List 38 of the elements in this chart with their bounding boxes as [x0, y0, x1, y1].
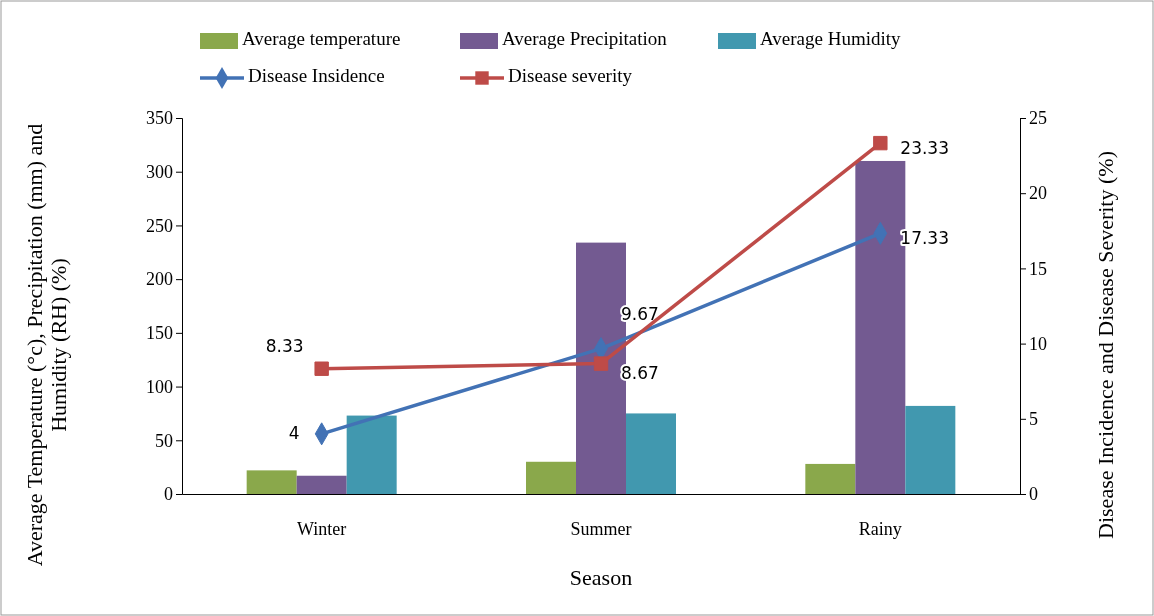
- bar: [346, 415, 397, 494]
- y2-tick-label: 20: [1029, 183, 1047, 204]
- y2-tick-label: 15: [1029, 258, 1047, 279]
- bar: [246, 470, 297, 494]
- x-axis-title: Season: [569, 565, 633, 590]
- legend-label: Disease severity: [508, 65, 633, 87]
- data-label: 4: [288, 422, 300, 443]
- point: [314, 361, 329, 376]
- y-tick-label: 350: [146, 108, 173, 129]
- y-tick-label: 50: [155, 430, 173, 451]
- bar: [905, 405, 956, 494]
- x-tick-label: Summer: [570, 518, 632, 539]
- bar: [296, 475, 347, 494]
- bar: [626, 413, 676, 494]
- y2-tick-label: 25: [1029, 108, 1047, 129]
- point: [873, 135, 888, 151]
- legend-label: Average Precipitation: [502, 28, 668, 50]
- x-tick-label: Rainy: [858, 518, 902, 539]
- y2-tick-label: 0: [1029, 484, 1038, 505]
- y2-tick-label: 5: [1029, 409, 1038, 430]
- bar: [526, 461, 576, 494]
- bar: [805, 463, 856, 494]
- data-label: 23.33: [900, 138, 950, 159]
- y-tick-label: 250: [146, 215, 173, 236]
- legend-label: Average Humidity: [760, 28, 902, 50]
- y-tick-label: 150: [146, 323, 173, 344]
- x-tick-label: Winter: [297, 518, 347, 539]
- legend-label: Disease Insidence: [248, 65, 385, 87]
- y-tick-label: 0: [164, 484, 173, 505]
- y2-tick-label: 10: [1029, 333, 1047, 354]
- legend-label: Average temperature: [242, 28, 401, 50]
- y-tick-label: 300: [146, 161, 173, 182]
- y2-axis-title: Disease Incidence and Disease Severity (%): [1092, 151, 1118, 539]
- y-tick-label: 200: [146, 269, 173, 290]
- data-label: 8.33: [265, 335, 304, 356]
- y-axis-title: Average Temperature (°c), Precipitation (mm) and Humidity (RH) (%): [21, 123, 71, 567]
- y-tick-label: 100: [146, 376, 173, 397]
- point: [593, 356, 609, 371]
